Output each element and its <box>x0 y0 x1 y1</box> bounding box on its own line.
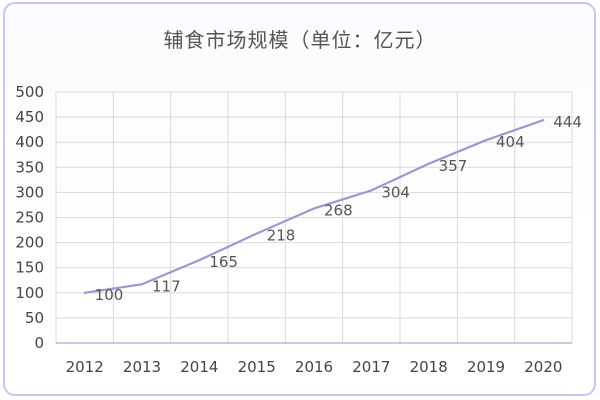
y-tick-label: 250 <box>15 209 44 227</box>
x-tick-label: 2016 <box>295 358 333 376</box>
data-label: 304 <box>381 183 410 201</box>
data-label: 357 <box>439 157 468 175</box>
data-label: 268 <box>324 201 353 219</box>
y-tick-label: 500 <box>15 83 44 101</box>
x-tick-label: 2012 <box>66 358 104 376</box>
chart-frame <box>3 2 596 396</box>
y-tick-label: 100 <box>15 284 44 302</box>
data-label: 165 <box>209 253 238 271</box>
y-tick-label: 0 <box>34 334 44 352</box>
y-tick-label: 300 <box>15 183 44 201</box>
data-label: 117 <box>152 277 181 295</box>
grid-lines <box>55 91 573 344</box>
y-tick-label: 200 <box>15 234 44 252</box>
x-tick-label: 2018 <box>410 358 448 376</box>
data-label: 444 <box>553 113 582 131</box>
x-tick-label: 2020 <box>524 358 562 376</box>
x-tick-label: 2017 <box>352 358 390 376</box>
y-tick-label: 150 <box>15 259 44 277</box>
data-label: 218 <box>267 227 296 245</box>
chart-title: 辅食市场规模（单位：亿元） <box>163 28 437 52</box>
y-tick-label: 400 <box>15 133 44 151</box>
y-axis: 0 50 100 150 200 250 300 350 400 450 500 <box>15 83 44 352</box>
x-tick-label: 2019 <box>467 358 505 376</box>
data-label: 404 <box>496 133 525 151</box>
y-tick-label: 450 <box>15 108 44 126</box>
x-axis: 2012 2013 2014 2015 2016 2017 2018 2019 2020 <box>66 358 563 376</box>
series-line <box>83 119 545 294</box>
series-group <box>83 119 545 294</box>
x-tick-label: 2013 <box>123 358 161 376</box>
data-label: 100 <box>95 286 124 304</box>
y-tick-label: 50 <box>25 309 44 327</box>
x-tick-label: 2015 <box>238 358 276 376</box>
x-tick-label: 2014 <box>180 358 218 376</box>
data-labels: 100 117 165 218 268 304 357 404 444 <box>95 113 582 304</box>
y-tick-label: 350 <box>15 158 44 176</box>
